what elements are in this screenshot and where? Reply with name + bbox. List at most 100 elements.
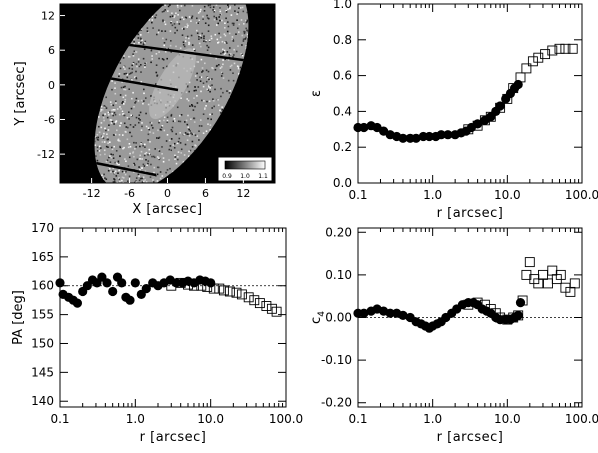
image-pixel — [171, 12, 173, 14]
image-pixel — [179, 18, 182, 21]
image-pixel — [147, 160, 150, 162]
image-pixel — [155, 71, 158, 74]
image-pixel — [174, 32, 176, 34]
image-pixel — [193, 117, 196, 120]
image-pixel — [103, 149, 106, 152]
image-pixel — [209, 87, 211, 89]
image-pixel — [144, 62, 146, 65]
image-pixel — [233, 48, 235, 51]
image-pixel — [145, 125, 148, 128]
image-pixel — [133, 155, 135, 158]
image-pixel — [184, 132, 187, 134]
x-tick-label: 10.0 — [494, 188, 521, 202]
image-pixel — [213, 18, 216, 21]
y-tick-label: 12 — [41, 10, 55, 23]
image-pixel — [140, 150, 143, 153]
image-pixel — [236, 65, 239, 67]
image-pixel — [161, 58, 164, 60]
image-pixel — [108, 114, 110, 116]
image-pixel — [146, 164, 148, 166]
image-pixel — [132, 126, 135, 128]
image-pixel — [207, 117, 209, 120]
image-pixel — [232, 72, 234, 74]
image-pixel — [208, 84, 210, 87]
data-point — [398, 133, 408, 143]
image-pixel — [132, 151, 135, 153]
image-pixel — [128, 88, 130, 90]
image-pixel — [214, 68, 217, 71]
image-pixel — [200, 58, 203, 61]
image-pixel — [118, 178, 121, 181]
image-pixel — [175, 45, 177, 48]
image-pixel — [245, 21, 248, 24]
image-pixel — [241, 34, 244, 37]
image-pixel — [194, 86, 196, 88]
image-pixel — [184, 26, 186, 28]
image-pixel — [227, 21, 229, 23]
image-pixel — [221, 66, 223, 68]
y-tick-label: 0.20 — [325, 225, 352, 239]
image-pixel — [228, 32, 231, 35]
image-pixel — [239, 66, 241, 69]
image-pixel — [209, 124, 212, 126]
image-pixel — [113, 172, 116, 174]
image-pixel — [181, 34, 184, 36]
image-pixel — [120, 108, 122, 110]
data-point — [547, 265, 558, 276]
image-pixel — [156, 33, 158, 36]
image-pixel — [139, 154, 141, 157]
image-pixel — [180, 114, 183, 116]
image-pixel — [165, 171, 167, 174]
image-pixel — [119, 140, 121, 142]
image-pixel — [147, 133, 150, 136]
data-point — [569, 278, 580, 289]
image-pixel — [217, 42, 219, 44]
image-pixel — [143, 92, 145, 95]
y-axis-label: Y [arcsec] — [13, 61, 28, 126]
image-pixel — [156, 180, 159, 182]
image-pixel — [188, 43, 190, 46]
image-pixel — [226, 51, 229, 53]
image-pixel — [168, 139, 171, 142]
image-pixel — [203, 35, 205, 37]
image-pixel — [143, 63, 146, 66]
data-point — [513, 310, 523, 320]
image-pixel — [140, 71, 142, 73]
data-point — [517, 295, 528, 306]
image-pixel — [245, 45, 247, 47]
image-pixel — [95, 136, 98, 139]
image-pixel — [242, 10, 245, 13]
data-point — [524, 257, 535, 268]
image-pixel — [179, 9, 181, 12]
image-pixel — [241, 44, 243, 46]
image-pixel — [144, 146, 146, 148]
image-pixel — [122, 96, 125, 99]
image-pixel — [206, 88, 209, 91]
x-tick-label: 1.0 — [423, 188, 442, 202]
image-pixel — [110, 156, 113, 159]
image-pixel — [182, 41, 185, 43]
image-pixel — [219, 13, 221, 16]
image-pixel — [135, 146, 137, 148]
image-pixel — [121, 170, 124, 173]
image-pixel — [205, 80, 208, 83]
image-pixel — [207, 17, 210, 20]
image-pixel — [144, 42, 146, 44]
image-pixel — [238, 23, 240, 26]
image-pixel — [196, 29, 198, 32]
image-pixel — [137, 61, 140, 63]
image-pixel — [130, 114, 132, 117]
image-pixel — [135, 51, 138, 53]
x-tick-label: 0.1 — [50, 412, 69, 426]
image-pixel — [114, 113, 117, 116]
image-pixel — [122, 147, 124, 150]
image-pixel — [121, 176, 124, 179]
image-pixel — [188, 90, 190, 93]
image-pixel — [210, 35, 213, 37]
central-residual-feature — [149, 48, 196, 120]
image-pixel — [98, 150, 101, 152]
data-point — [271, 306, 282, 317]
image-pixel — [233, 22, 235, 25]
image-pixel — [227, 25, 230, 28]
image-pixel — [233, 54, 235, 56]
